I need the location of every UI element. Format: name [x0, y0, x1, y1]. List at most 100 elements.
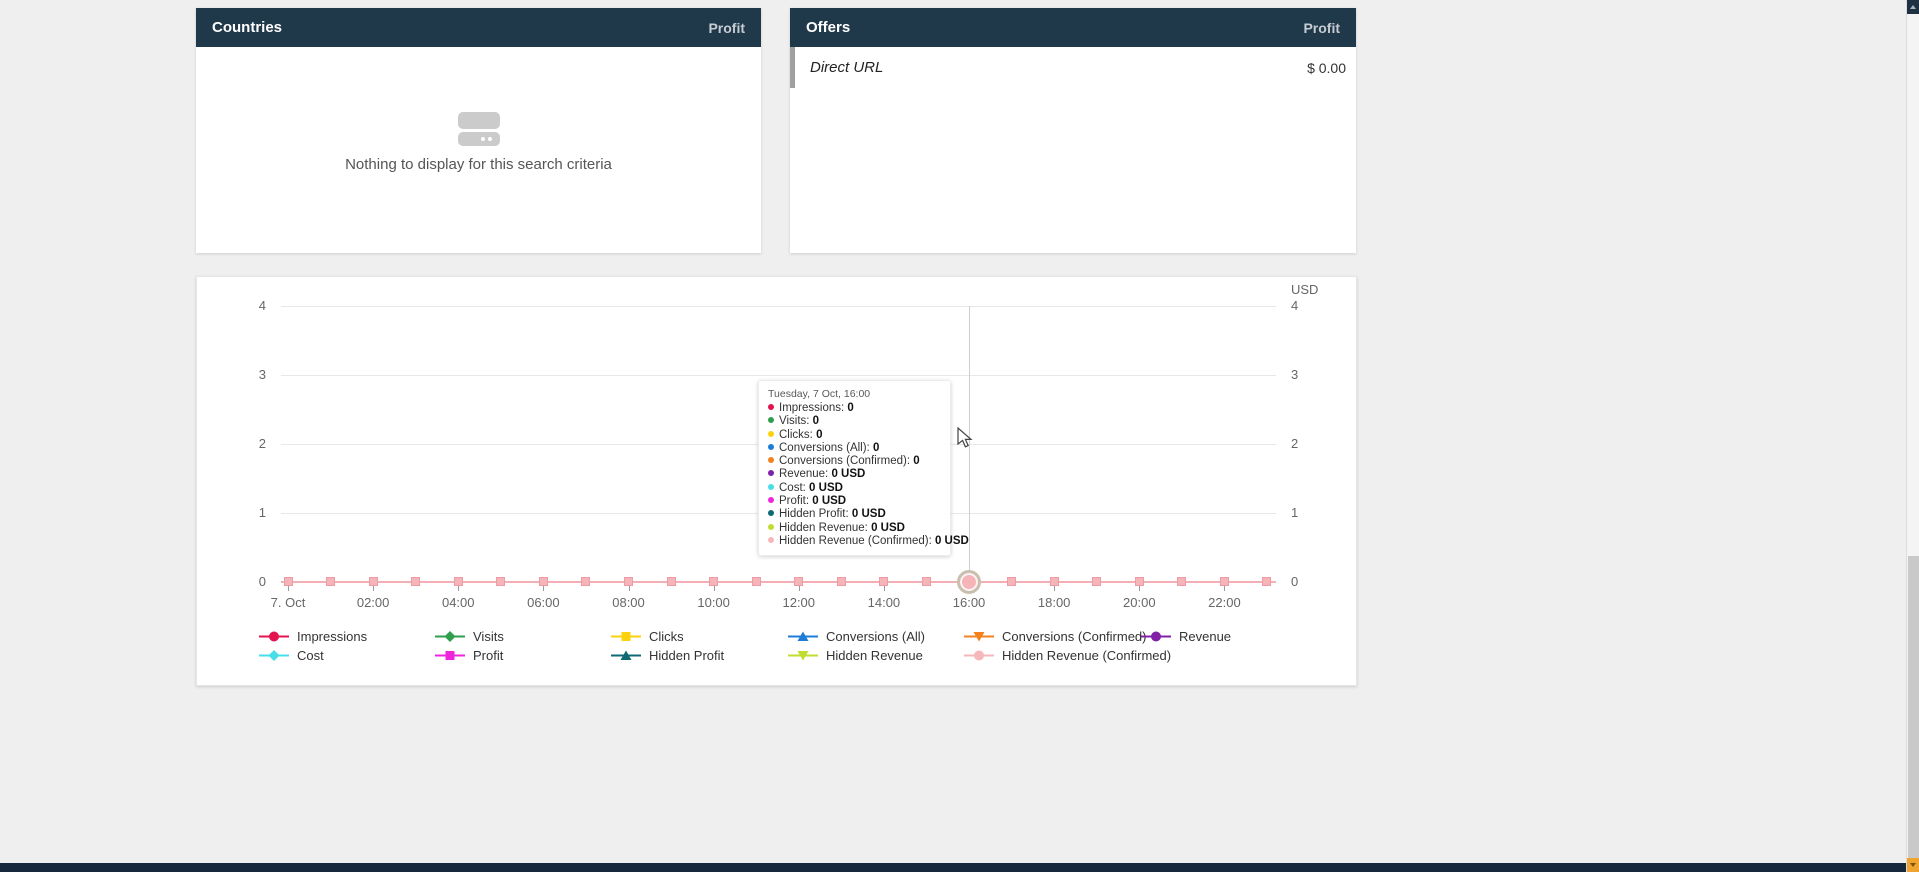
x-axis-label-12-00: 12:00 [782, 595, 816, 610]
legend-item-revenue[interactable]: Revenue [1141, 629, 1231, 644]
data-point-marker [624, 577, 634, 586]
data-point-marker [751, 577, 761, 586]
legend-label: Visits [473, 629, 504, 644]
x-axis-label-18-00: 18:00 [1037, 595, 1071, 610]
countries-panel: Countries Profit Nothing to display for … [196, 8, 761, 253]
timeseries-chart-panel: USD 4 4 3 3 2 2 1 1 0 0 7. Oct 02:00 04:00 06:00 08:00… [196, 276, 1357, 686]
x-axis-tick [713, 583, 715, 591]
x-axis-label-02-00: 02:00 [356, 595, 390, 610]
data-point-marker [283, 577, 293, 586]
square-marker-icon [611, 632, 641, 641]
scroll-up-button[interactable] [1907, 0, 1919, 14]
gridline-y-1 [281, 513, 1276, 514]
data-point-marker [1219, 577, 1229, 586]
legend-item-conversions-confirmed[interactable]: Conversions (Confirmed) [964, 629, 1147, 644]
data-point-marker [879, 577, 889, 586]
data-point-marker [709, 577, 719, 586]
x-axis-label-7-oct: 7. Oct [270, 595, 306, 610]
x-axis-tick [373, 583, 375, 591]
x-axis-label-10-00: 10:00 [697, 595, 730, 610]
data-point-marker [1092, 577, 1102, 586]
legend-item-impressions[interactable]: Impressions [259, 629, 367, 644]
x-axis-label-16-00: 16:00 [952, 595, 986, 610]
offers-metric-column-header[interactable]: Profit [1303, 19, 1340, 36]
triangle-up-marker-icon [611, 650, 641, 660]
data-point-marker [453, 577, 463, 586]
diamond-marker-icon [259, 650, 289, 661]
hovered-data-point[interactable] [957, 570, 982, 594]
y-axis-label-right: 0 [1291, 574, 1299, 589]
legend-label: Hidden Revenue [826, 648, 923, 663]
legend-item-hidden-profit[interactable]: Hidden Profit [611, 648, 724, 663]
offer-label: Direct URL [810, 59, 884, 76]
legend-item-hidden-revenue[interactable]: Hidden Revenue [788, 648, 923, 663]
x-axis-tick [628, 583, 630, 591]
scrollbar-thumb[interactable] [1908, 556, 1919, 858]
data-point-marker [1007, 577, 1017, 586]
chart-crosshair [969, 306, 971, 582]
x-axis-label-08-00: 08:00 [612, 595, 645, 610]
y-axis-label-left: 3 [258, 367, 266, 382]
x-axis-tick [543, 583, 545, 591]
offers-panel-title: Offers [806, 19, 851, 36]
gridline-y-4 [281, 306, 1276, 307]
triangle-down-marker-icon [964, 632, 994, 642]
y-axis-label-right: 2 [1291, 436, 1299, 451]
circle-marker-icon [1141, 631, 1171, 642]
vertical-scrollbar[interactable] [1906, 0, 1919, 872]
y-axis-label-right: 1 [1291, 505, 1299, 520]
diamond-marker-icon [435, 631, 465, 642]
legend-item-profit[interactable]: Profit [435, 648, 503, 663]
legend-item-clicks[interactable]: Clicks [611, 629, 684, 644]
data-point-marker [326, 577, 336, 586]
data-point-marker [1177, 577, 1187, 586]
x-axis-label-14-00: 14:00 [867, 595, 901, 610]
y-axis-label-right: 4 [1291, 298, 1299, 313]
data-point-marker [1262, 577, 1272, 586]
legend-label: Revenue [1179, 629, 1232, 644]
data-point-marker [581, 577, 591, 586]
triangle-up-marker-icon [788, 631, 818, 641]
arrow-up-icon [1910, 5, 1916, 9]
legend-label: Impressions [297, 629, 368, 644]
x-axis-tick [1054, 583, 1056, 591]
triangle-down-marker-icon [788, 651, 818, 661]
empty-state-icon [457, 112, 500, 146]
legend-item-cost[interactable]: Cost [259, 648, 324, 663]
legend-item-hidden-revenue-confirmed[interactable]: Hidden Revenue (Confirmed) [964, 648, 1171, 663]
legend-label: Hidden Profit [649, 648, 725, 663]
x-axis-tick [1224, 583, 1226, 591]
chart-plot-area[interactable]: 4 4 3 3 2 2 1 1 0 0 7. Oct 02:00 04:00 06:00 08:00 10:0… [197, 277, 1356, 685]
data-point-marker [496, 577, 506, 586]
y-axis-label-left: 1 [258, 505, 266, 520]
x-axis-tick [798, 583, 800, 591]
countries-panel-title: Countries [212, 19, 283, 36]
circle-marker-icon [964, 650, 994, 661]
countries-metric-column-header[interactable]: Profit [708, 19, 745, 36]
x-axis-label-22-00: 22:00 [1208, 595, 1241, 610]
data-point-marker [921, 577, 931, 586]
gridline-y-2 [281, 444, 1276, 445]
legend-item-visits[interactable]: Visits [435, 629, 504, 644]
x-axis-tick [883, 583, 885, 591]
legend-label: Cost [297, 648, 324, 663]
legend-label: Conversions (Confirmed) [1002, 629, 1147, 644]
legend-item-conversions-all[interactable]: Conversions (All) [788, 629, 925, 644]
offers-panel: Offers Profit Direct URL $ 0.00 [790, 8, 1356, 253]
x-axis-label-20-00: 20:00 [1123, 595, 1156, 610]
legend-label: Conversions (All) [826, 629, 925, 644]
y-axis-label-right: 3 [1291, 367, 1299, 382]
offer-row-direct-url[interactable]: Direct URL $ 0.00 [790, 47, 1356, 88]
data-point-marker [794, 577, 804, 586]
gridline-y-3 [281, 375, 1276, 376]
circle-marker-icon [259, 631, 289, 642]
data-point-marker [538, 577, 548, 586]
legend-label: Clicks [649, 629, 684, 644]
x-axis-label-06-00: 06:00 [527, 595, 560, 610]
offers-panel-header: Offers Profit [790, 8, 1356, 47]
scroll-down-button[interactable] [1907, 858, 1919, 872]
data-point-marker [666, 577, 676, 586]
footer-bar [0, 863, 1906, 872]
chart-legend: Impressions Visits Clicks Conversions (All)… [197, 277, 1356, 685]
countries-panel-header: Countries Profit [196, 8, 761, 47]
